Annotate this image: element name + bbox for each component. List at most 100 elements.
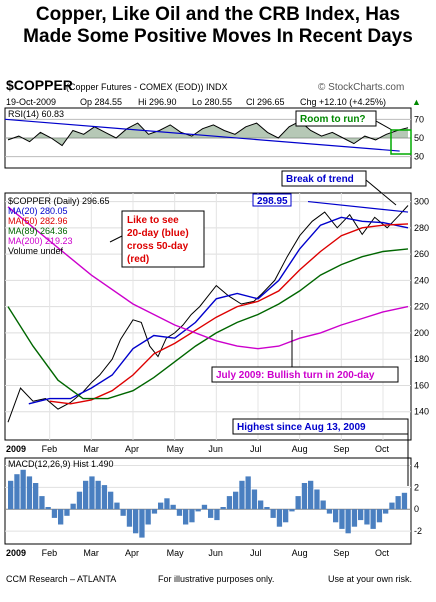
macd-hist-bar (170, 504, 176, 510)
series-line-ma-20 (28, 216, 409, 405)
macd-hist-bar (70, 503, 76, 510)
macd-hist-bar (345, 509, 351, 534)
series-line-copper-daily (7, 205, 409, 423)
price-y-tick-label: 280 (414, 223, 429, 233)
title-line-1: Copper, Like Oil and the CRB Index, Has (35, 4, 401, 25)
footer-middle: For illustrative purposes only. (158, 574, 275, 584)
macd-hist-bar (301, 483, 308, 510)
macd-hist-bar (270, 509, 276, 518)
legend-entry: MA(200) 219.23 (8, 236, 73, 246)
price-x-tick-label: Apr (125, 444, 139, 454)
header-high: Hi 296.90 (138, 97, 177, 107)
rsi-trendline (4, 118, 400, 152)
macd-hist-bar (145, 509, 151, 525)
break-of-trend-box (281, 170, 367, 187)
like-to-see-arrow (109, 235, 123, 243)
macd-hist-bar (333, 509, 339, 523)
price-y-tick-label: 300 (414, 197, 429, 207)
like-to-see-line-3: cross 50-day (127, 241, 189, 252)
macd-hist-bar (258, 500, 264, 510)
macd-y-tick-label: -2 (414, 526, 422, 536)
macd-x-tick-label: Apr (125, 548, 139, 558)
price-frame (4, 192, 412, 441)
price-y-tick-label: 220 (414, 302, 429, 312)
series-line-ma-89 (7, 248, 409, 400)
macd-bars (8, 469, 408, 538)
macd-hist-bar (83, 480, 89, 510)
macd-hist-bar (33, 483, 39, 510)
macd-frame (4, 457, 412, 545)
macd-x-tick-label: May (167, 548, 185, 558)
macd-hist-bar (251, 489, 258, 510)
price-y-tick-label: 240 (414, 275, 429, 285)
macd-hist-bar (320, 500, 326, 510)
price-y-tick-label: 260 (414, 249, 429, 259)
macd-hist-bar (226, 496, 233, 510)
macd-hist-bar (370, 509, 376, 529)
macd-hist-bar (58, 509, 64, 525)
macd-hist-bar (295, 496, 301, 510)
rsi-y-tick-label: 50 (414, 133, 424, 143)
macd-hist-bar (89, 476, 95, 510)
macd-hist-bar (120, 509, 126, 516)
footer: CCM Research – ATLANTA For illustrative … (0, 570, 436, 590)
room-to-run-marker (390, 129, 412, 155)
macd-hist-bar (39, 496, 45, 510)
macd-hist-bar (208, 509, 214, 518)
like-to-see-box (121, 210, 205, 268)
price-x-tick-label: 2009 (6, 444, 26, 454)
macd-hist-bar (126, 509, 133, 527)
macd-hist-bar (220, 507, 226, 510)
macd-hist-bar (276, 509, 283, 527)
macd-hist-bar (45, 507, 51, 510)
price-x-tick-label: Feb (42, 444, 58, 454)
macd-hist-bar (95, 480, 101, 510)
header-open: Op 284.55 (80, 97, 122, 107)
macd-hist-bar (376, 509, 383, 523)
rsi-line (7, 120, 409, 147)
series-line-ma-50 (49, 223, 409, 405)
july-box (211, 366, 399, 383)
macd-hist-bar (245, 476, 251, 510)
macd-hist-bar (351, 509, 358, 527)
up-arrow-icon: ▲ (412, 97, 421, 107)
macd-hist-bar (20, 469, 26, 510)
price-x-tick-label: Aug (292, 444, 308, 454)
break-of-trend-arrow (365, 179, 397, 206)
rsi-marks (4, 118, 409, 152)
price-x-tick-label: Mar (83, 444, 99, 454)
macd-hist-bar (51, 509, 58, 518)
price-x-tick-label: Sep (333, 444, 349, 454)
macd-panel: 4 2 0 -2 MACD(12,26,9) Hist 1.490 (4, 457, 422, 545)
price-x-tick-label: Jun (208, 444, 223, 454)
symbol-description: (Copper Futures - COMEX (EOD)) INDX (66, 82, 228, 92)
last-price-flag (252, 193, 292, 207)
macd-x-tick-label: 2009 (6, 548, 26, 558)
like-to-see-line-2: 20-day (blue) (127, 228, 189, 239)
macd-hist-bar (133, 509, 139, 534)
highest-box (232, 418, 409, 435)
macd-hist-bar (195, 509, 201, 512)
like-to-see-line-4: (red) (127, 254, 149, 265)
macd-hist-bar (14, 474, 20, 510)
price-grid: 140 160 180 200 220 240 260 280 300 (5, 193, 429, 440)
macd-x-tick-label: Feb (42, 548, 58, 558)
price-x-tick-label: Jul (250, 444, 262, 454)
macd-hist-bar (189, 509, 195, 523)
legend-entry: MA(20) 280.05 (8, 206, 68, 216)
footer-right: Use at your own risk. (328, 574, 413, 584)
rsi-y-tick-label: 30 (414, 152, 424, 162)
stockcharts-watermark: © StockCharts.com (318, 82, 404, 93)
macd-x-tick-label: Aug (292, 548, 308, 558)
macd-y-tick-label: 2 (414, 482, 419, 492)
legend-entry: MA(89) 264.36 (8, 226, 68, 236)
macd-hist-bar (395, 496, 401, 510)
macd-hist-bar (139, 509, 145, 538)
highest-text: Highest since Aug 13, 2009 (237, 422, 366, 433)
macd-x-tick-label: Mar (83, 548, 99, 558)
macd-x-axis: 2009 Feb Mar Apr May Jun Jul Aug Sep Oct (6, 548, 390, 558)
macd-hist-bar (101, 485, 108, 510)
macd-hist-bar (108, 491, 114, 510)
macd-hist-bar (239, 480, 245, 510)
